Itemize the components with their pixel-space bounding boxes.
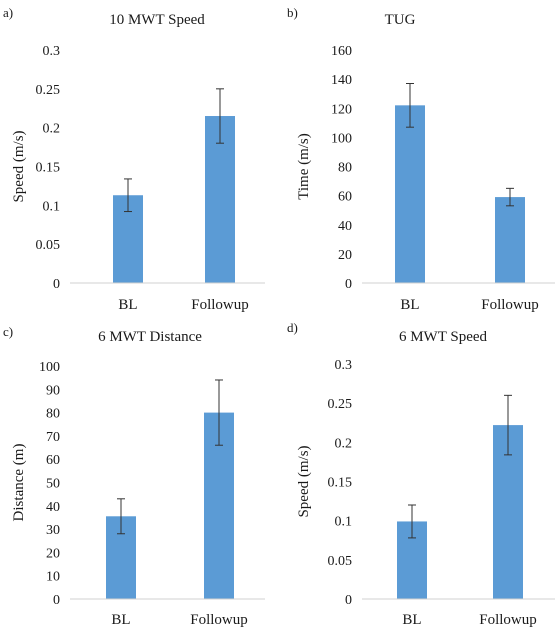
y-tick-label: 0 (345, 593, 352, 608)
y-tick-label: 0.1 (43, 199, 61, 214)
x-category-label: Followup (191, 297, 249, 313)
y-tick-label: 70 (46, 430, 60, 445)
y-tick-label: 0 (53, 277, 60, 292)
y-tick-label: 100 (39, 360, 60, 375)
bar (205, 116, 235, 284)
y-tick-label: 0.3 (335, 358, 353, 373)
chart-panel-4: d) 6 MWT Speed Speed (m/s) 0 0.05 0.1 0.15 0.2 0… (287, 320, 555, 628)
bar (395, 105, 425, 284)
x-category-label: Followup (190, 612, 248, 628)
y-tick-label: 0.25 (328, 397, 353, 412)
y-tick-label: 0.1 (335, 515, 353, 530)
chart-title: 10 MWT Speed (109, 12, 205, 28)
x-category-label: BL (118, 297, 137, 313)
y-tick-label: 20 (46, 546, 60, 561)
y-tick-label: 20 (338, 248, 352, 263)
panel-label: d) (287, 320, 298, 335)
panel-label: b) (287, 5, 298, 20)
y-tick-label: 0.15 (328, 476, 353, 491)
chart-title: 6 MWT Speed (399, 329, 488, 345)
chart-title: 6 MWT Distance (98, 329, 202, 345)
y-tick-label: 30 (46, 523, 60, 538)
y-tick-label: 80 (46, 407, 60, 422)
y-tick-label: 60 (338, 190, 352, 205)
y-tick-label: 100 (331, 131, 352, 146)
y-tick-label: 90 (46, 383, 60, 398)
panel-label: c) (3, 324, 13, 339)
chart-panel-2: b) TUG Time (m/s) 0 20 40 60 80 100 120 140 160 BL Fo… (287, 5, 555, 313)
y-tick-label: 40 (338, 219, 352, 234)
bar (495, 197, 525, 283)
x-category-label: Followup (481, 297, 539, 313)
y-tick-label: 160 (331, 44, 352, 59)
y-tick-label: 140 (331, 73, 352, 88)
y-tick-label: 0.2 (43, 122, 61, 137)
y-tick-label: 0 (53, 593, 60, 608)
y-tick-label: 40 (46, 500, 60, 515)
x-category-label: BL (400, 297, 419, 313)
y-axis-label: Distance (m) (11, 444, 27, 522)
y-axis-label: Time (m/s) (296, 133, 312, 200)
y-tick-label: 80 (338, 161, 352, 176)
y-tick-label: 0.05 (36, 238, 61, 253)
y-tick-label: 0.05 (328, 554, 353, 569)
y-tick-label: 0.15 (36, 161, 61, 176)
chart-panel-1: a) 10 MWT Speed Speed (m/s) 0 0.05 0.1 0.15 0.2… (3, 5, 265, 313)
x-category-label: Followup (479, 612, 537, 628)
y-tick-label: 0.25 (36, 83, 61, 98)
x-category-label: BL (111, 612, 130, 628)
y-tick-label: 0.2 (335, 436, 353, 451)
x-category-label: BL (402, 612, 421, 628)
chart-panel-3: c) 6 MWT Distance Distance (m) 0 10 20 30 40 50 6… (3, 324, 265, 628)
panel-label: a) (3, 5, 13, 20)
y-tick-label: 60 (46, 453, 60, 468)
y-tick-label: 0 (345, 277, 352, 292)
y-tick-label: 10 (46, 570, 60, 585)
y-axis-label: Speed (m/s) (296, 445, 312, 517)
y-axis-label: Speed (m/s) (11, 130, 27, 202)
y-tick-label: 50 (46, 477, 60, 492)
y-tick-label: 0.3 (43, 44, 61, 59)
y-tick-label: 120 (331, 102, 352, 117)
chart-title: TUG (385, 12, 416, 28)
